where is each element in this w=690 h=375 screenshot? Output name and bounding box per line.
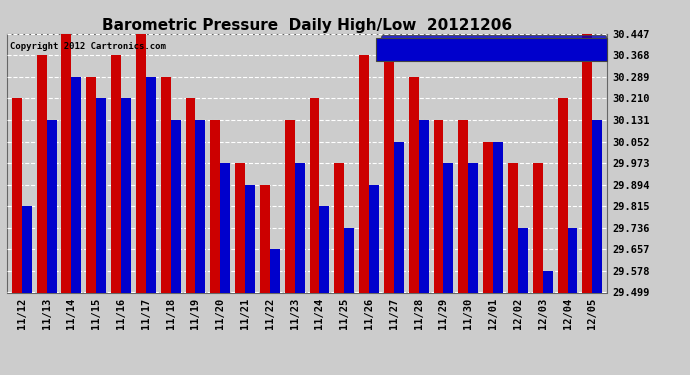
- Bar: [235, 163, 245, 292]
- Bar: [161, 77, 170, 292]
- Legend: Low  (Inches/Hg), High  (Inches/Hg): Low (Inches/Hg), High (Inches/Hg): [382, 35, 607, 51]
- FancyBboxPatch shape: [376, 38, 607, 61]
- Bar: [61, 34, 71, 292]
- Bar: [96, 98, 106, 292]
- Bar: [210, 120, 220, 292]
- Bar: [111, 56, 121, 292]
- Bar: [220, 163, 230, 292]
- Bar: [408, 77, 419, 292]
- Bar: [567, 228, 578, 292]
- Bar: [260, 185, 270, 292]
- Bar: [170, 120, 181, 292]
- Bar: [508, 163, 518, 292]
- Bar: [186, 98, 195, 292]
- Bar: [335, 163, 344, 292]
- Bar: [384, 56, 394, 292]
- Bar: [22, 206, 32, 292]
- Bar: [71, 77, 81, 292]
- Bar: [12, 98, 22, 292]
- Bar: [518, 228, 528, 292]
- Bar: [359, 56, 369, 292]
- Bar: [47, 120, 57, 292]
- Bar: [543, 271, 553, 292]
- Bar: [433, 120, 444, 292]
- Bar: [344, 228, 354, 292]
- Bar: [295, 163, 304, 292]
- Bar: [582, 34, 592, 292]
- Bar: [146, 77, 156, 292]
- Bar: [136, 34, 146, 292]
- Bar: [37, 56, 47, 292]
- Bar: [419, 120, 428, 292]
- Bar: [533, 163, 543, 292]
- Title: Barometric Pressure  Daily High/Low  20121206: Barometric Pressure Daily High/Low 20121…: [102, 18, 512, 33]
- Bar: [558, 98, 567, 292]
- Bar: [469, 163, 478, 292]
- Bar: [310, 98, 319, 292]
- Bar: [86, 77, 96, 292]
- Bar: [493, 141, 503, 292]
- Bar: [369, 185, 379, 292]
- Bar: [394, 141, 404, 292]
- Bar: [592, 120, 602, 292]
- Bar: [483, 141, 493, 292]
- Bar: [245, 185, 255, 292]
- Bar: [319, 206, 329, 292]
- Text: Copyright 2012 Cartronics.com: Copyright 2012 Cartronics.com: [10, 42, 166, 51]
- Bar: [458, 120, 469, 292]
- Bar: [285, 120, 295, 292]
- Bar: [121, 98, 131, 292]
- Bar: [444, 163, 453, 292]
- Bar: [195, 120, 206, 292]
- Bar: [270, 249, 279, 292]
